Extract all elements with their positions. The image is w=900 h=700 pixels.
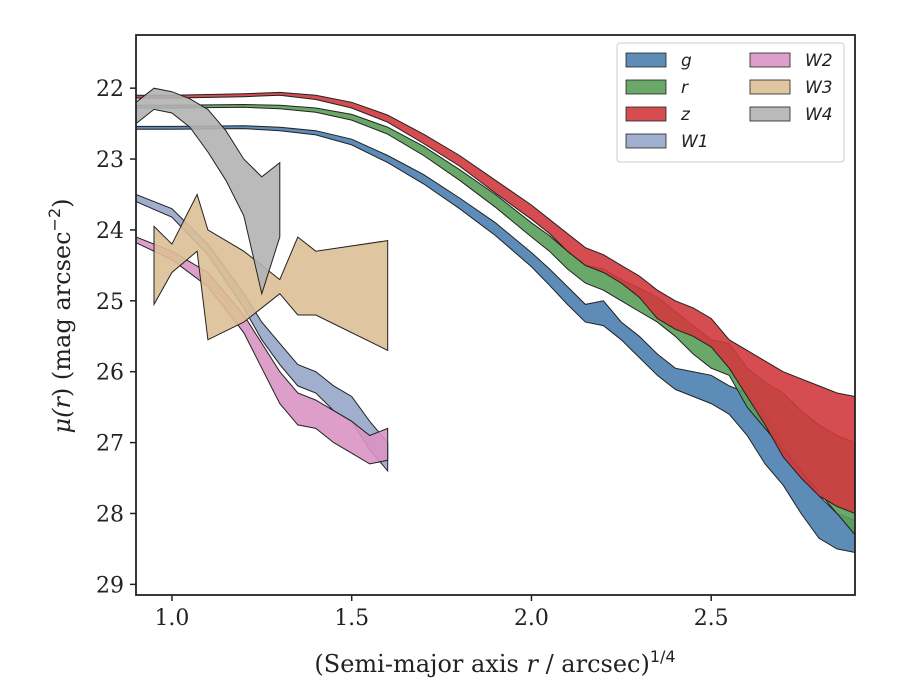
band-g: [136, 125, 855, 554]
legend-label: r: [681, 78, 689, 98]
legend-frame: [616, 42, 845, 163]
y-tick-label: 29: [96, 573, 124, 598]
y-tick-label: 28: [96, 502, 124, 527]
legend-label: W1: [681, 132, 709, 152]
legend-item-w2: W2: [749, 51, 833, 71]
band-w2: [136, 236, 389, 465]
x-tick-label: 1.5: [334, 606, 369, 631]
legend-label: W4: [805, 105, 833, 125]
x-tick-label: 1.0: [154, 606, 189, 631]
legend-swatch: [749, 106, 791, 122]
legend-item-z: z: [625, 105, 691, 125]
band-r: [136, 103, 855, 536]
legend-item-r: r: [625, 78, 689, 98]
band-z: [136, 91, 855, 515]
legend-item-w3: W3: [749, 78, 833, 98]
x-axis-ticks: 1.0 1.5 2.0 2.5: [154, 595, 729, 631]
legend: grz W1 W2 W3 W4: [616, 42, 845, 163]
series-bands: [136, 87, 855, 554]
y-axis-label: μ(r) (mag arcsec−2): [45, 198, 76, 433]
y-tick-label: 25: [96, 290, 124, 315]
band-w3: [153, 193, 389, 352]
legend-swatch: [625, 52, 667, 68]
y-tick-label: 22: [96, 77, 124, 102]
y-tick-label: 27: [96, 432, 124, 457]
y-tick-label: 26: [96, 361, 124, 386]
legend-item-w4: W4: [749, 105, 833, 125]
legend-label: g: [681, 51, 692, 71]
y-tick-label: 23: [96, 148, 124, 173]
legend-swatch: [625, 106, 667, 122]
y-tick-label: 24: [96, 219, 124, 244]
legend-item-w1: W1: [625, 132, 709, 152]
x-axis-label: (Semi-major axis r / arcsec)1/4: [314, 647, 675, 678]
legend-swatch: [625, 79, 667, 95]
plot-frame: [135, 34, 856, 596]
legend-label: W2: [805, 51, 833, 71]
x-tick-label: 2.5: [694, 606, 729, 631]
x-tick-label: 2.0: [514, 606, 549, 631]
legend-label: W3: [805, 78, 833, 98]
legend-swatch: [625, 133, 667, 149]
legend-label: z: [680, 105, 691, 125]
legend-item-g: g: [625, 51, 692, 71]
y-axis-ticks: 22 23 24 25 26 27 28 29: [96, 77, 136, 598]
legend-swatch: [749, 52, 791, 68]
legend-swatch: [749, 79, 791, 95]
band-w4: [136, 87, 281, 296]
